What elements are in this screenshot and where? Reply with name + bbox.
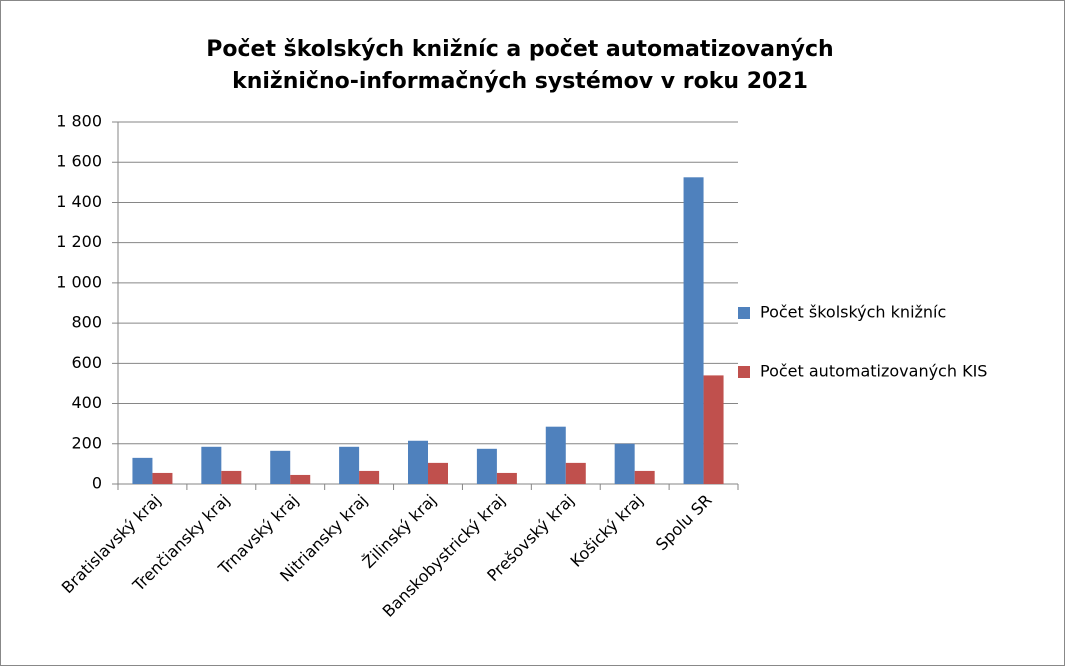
bar (221, 470, 242, 484)
bar (703, 375, 724, 484)
bar (290, 474, 311, 484)
y-tick-label: 1 200 (56, 232, 102, 251)
bar (545, 426, 566, 484)
bar (359, 470, 380, 484)
bar (408, 440, 428, 484)
bar (614, 443, 635, 484)
bar (132, 457, 153, 484)
bar (565, 462, 586, 484)
y-tick-label: 200 (71, 433, 102, 452)
bar (683, 177, 704, 485)
bar (270, 450, 291, 484)
y-tick-label: 800 (71, 313, 102, 332)
bar (339, 446, 360, 484)
y-tick-label: 400 (71, 393, 102, 412)
chart-title: Počet školských knižníc a počet automati… (206, 37, 833, 62)
y-tick-label: 0 (92, 474, 102, 493)
legend-swatch (738, 366, 750, 378)
legend-swatch (738, 307, 750, 319)
bar (428, 462, 448, 484)
y-tick-label: 1 000 (56, 272, 102, 291)
bar (152, 472, 173, 484)
bar (476, 448, 497, 484)
y-tick-label: 1 400 (56, 192, 102, 211)
legend-label: Počet školských knižníc (760, 303, 946, 322)
bar (634, 470, 655, 484)
bar (496, 472, 517, 484)
legend-label: Počet automatizovaných KIS (760, 362, 987, 381)
y-tick-label: 1 800 (56, 112, 102, 131)
chart-title: knižnično-informačných systémov v roku 2… (232, 69, 808, 94)
bar (201, 446, 222, 484)
y-tick-label: 1 600 (56, 152, 102, 171)
y-tick-label: 600 (71, 353, 102, 372)
